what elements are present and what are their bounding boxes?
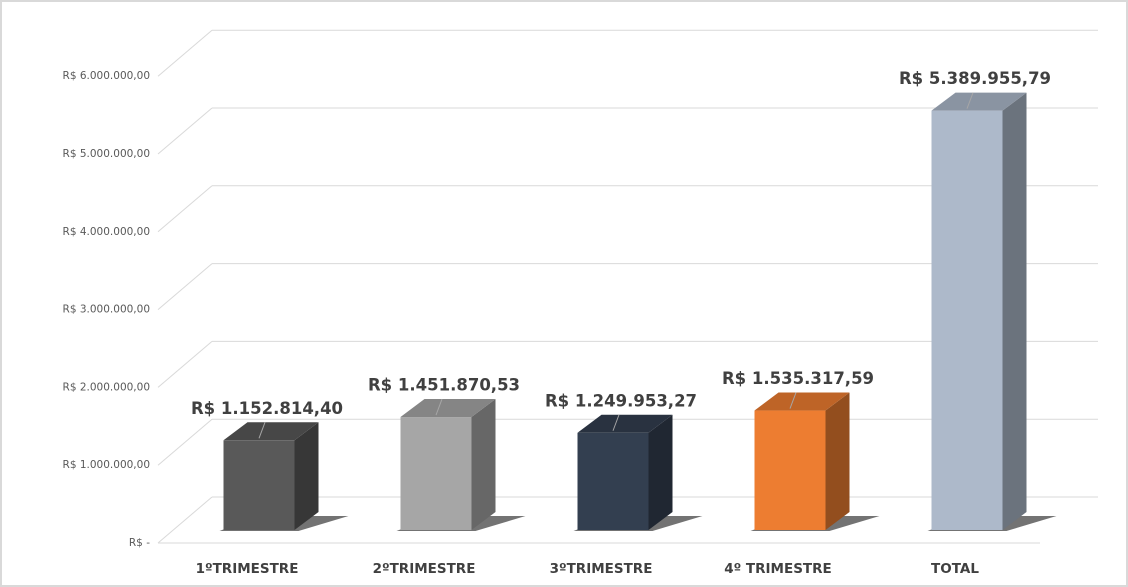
bar: [223, 440, 295, 530]
bar: [931, 110, 1003, 530]
y-tick-label: R$ 5.000.000,00: [63, 148, 150, 160]
bar: [400, 417, 472, 530]
y-tick-label: R$ -: [129, 537, 150, 549]
leader-line: [789, 392, 797, 409]
bar-top: [400, 399, 496, 418]
bar: [577, 432, 649, 530]
grid-line-side: [157, 418, 213, 466]
value-label: R$ 1.249.953,27: [545, 391, 697, 410]
bar-top: [754, 392, 850, 411]
y-tick-label: R$ 1.000.000,00: [63, 459, 150, 471]
x-tick-label: 3ºTRIMESTRE: [550, 561, 653, 577]
bar-top: [931, 92, 1027, 111]
x-tick-label: TOTAL: [931, 561, 979, 577]
leader-line: [258, 422, 266, 439]
leader-line: [435, 398, 443, 416]
leader-line: [612, 414, 620, 431]
value-label: R$ 1.451.870,53: [368, 376, 520, 395]
grid-line-side: [157, 263, 213, 310]
y-tick-label: R$ 6.000.000,00: [63, 70, 150, 82]
y-tick-label: R$ 3.000.000,00: [63, 304, 150, 316]
bar-side: [471, 399, 496, 530]
bar-top: [223, 422, 319, 441]
bar: [754, 410, 826, 530]
y-tick-label: R$ 2.000.000,00: [63, 381, 150, 393]
value-label: R$ 1.152.814,40: [191, 399, 343, 418]
bar-top: [577, 414, 673, 433]
y-tick-label: R$ 4.000.000,00: [63, 226, 150, 238]
bar-side: [294, 422, 319, 530]
grid-line-side: [157, 341, 213, 388]
leader-line: [966, 92, 974, 109]
grid-line-side: [157, 107, 213, 155]
bar-side: [648, 414, 673, 530]
grid-line-side: [157, 29, 213, 77]
grid-line-side: [157, 496, 213, 544]
bar-side: [1002, 92, 1027, 530]
value-label: R$ 5.389.955,79: [899, 69, 1051, 88]
grid-line-side: [157, 185, 213, 233]
bar-side: [825, 392, 850, 530]
x-tick-label: 4º TRIMESTRE: [724, 561, 832, 577]
x-tick-label: 2ºTRIMESTRE: [373, 561, 476, 577]
value-label: R$ 1.535.317,59: [722, 369, 874, 388]
x-tick-label: 1ºTRIMESTRE: [196, 561, 299, 577]
bars: [219, 92, 1057, 531]
labels: R$ - R$ 1.000.000,00 R$ 2.000.000,00 R$ 3.0…: [63, 69, 1051, 577]
